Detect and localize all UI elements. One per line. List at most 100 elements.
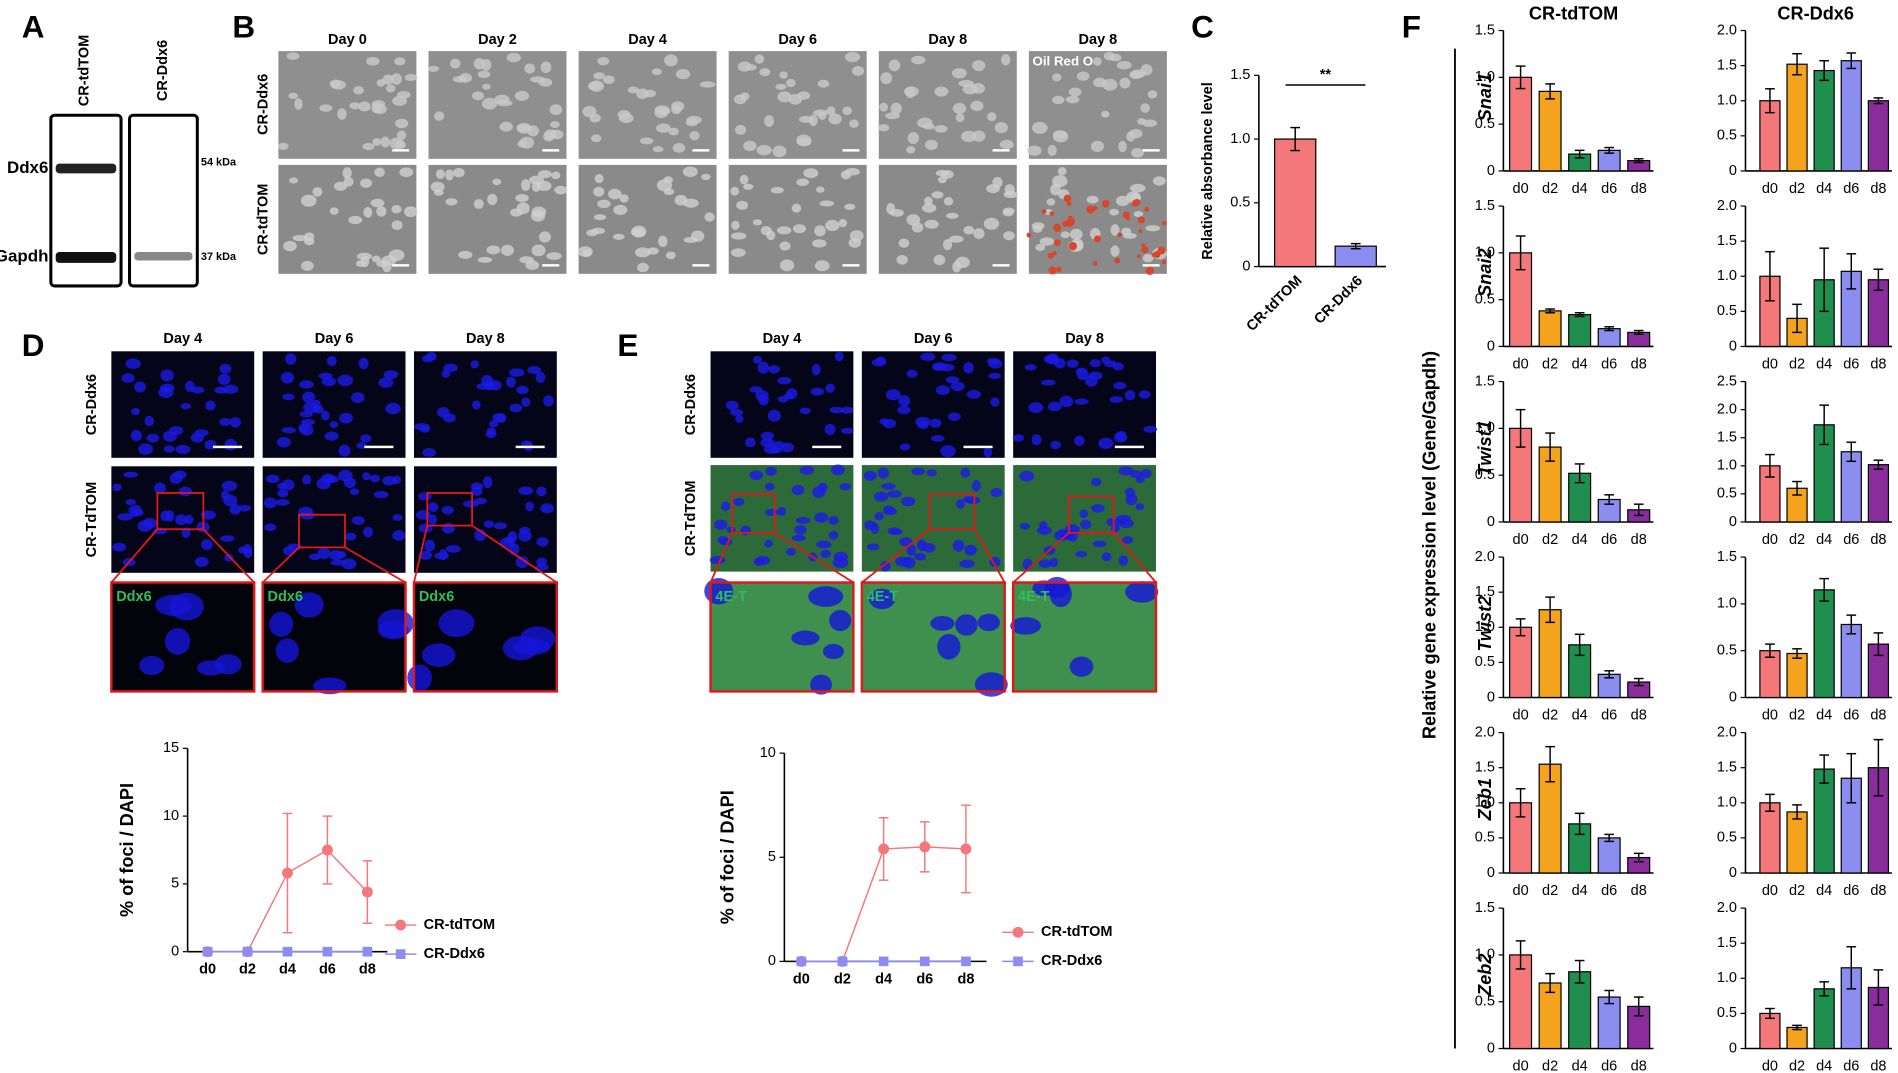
legend-marker bbox=[395, 919, 407, 931]
cell bbox=[898, 238, 910, 248]
cell bbox=[1079, 509, 1089, 519]
cell bbox=[509, 403, 523, 413]
x-tick-label: d0 bbox=[1513, 1059, 1529, 1073]
bar bbox=[1840, 623, 1862, 699]
x-tick-label: d2 bbox=[1542, 707, 1558, 723]
scale-bar bbox=[1142, 264, 1160, 267]
cell bbox=[1110, 224, 1120, 236]
y-tick-label: 1.0 bbox=[1475, 69, 1495, 85]
bar bbox=[1867, 100, 1890, 172]
cell bbox=[312, 405, 324, 414]
cell bbox=[971, 130, 986, 142]
cell bbox=[163, 445, 175, 453]
cell bbox=[1086, 195, 1099, 204]
cell bbox=[721, 501, 731, 512]
cell bbox=[898, 395, 911, 407]
y-tick-label: 15 bbox=[163, 740, 179, 756]
cell bbox=[758, 394, 769, 406]
legend-label: CR-Ddx6 bbox=[1041, 953, 1102, 969]
blot-band bbox=[134, 252, 193, 261]
cell bbox=[200, 510, 216, 520]
x-tick-label: d0 bbox=[1762, 1059, 1778, 1073]
cell bbox=[1125, 581, 1159, 603]
x-tick-label: CR-Ddx6 bbox=[1311, 273, 1366, 328]
cell bbox=[675, 69, 691, 80]
cell bbox=[1130, 148, 1144, 158]
cell bbox=[549, 104, 563, 116]
stain bbox=[1117, 232, 1122, 238]
y-tick-label: 0 bbox=[1487, 338, 1495, 354]
cell bbox=[112, 483, 122, 492]
micrograph bbox=[861, 465, 1005, 572]
x-tick-label: d4 bbox=[1572, 532, 1588, 548]
y-tick-label: 1.5 bbox=[1475, 373, 1495, 389]
cell bbox=[838, 219, 848, 228]
cell bbox=[647, 247, 659, 255]
cell bbox=[536, 180, 552, 191]
stain bbox=[1151, 252, 1156, 258]
cell bbox=[1074, 398, 1089, 405]
cell bbox=[920, 352, 936, 362]
cell bbox=[825, 219, 840, 232]
cell bbox=[1051, 95, 1065, 105]
cell bbox=[418, 492, 432, 501]
cell bbox=[811, 486, 826, 498]
y-tick-label: 0 bbox=[1729, 163, 1737, 179]
cell bbox=[590, 134, 602, 143]
cell bbox=[175, 514, 188, 526]
cell bbox=[441, 505, 454, 515]
zoom-label: Ddx6 bbox=[268, 589, 304, 605]
cell bbox=[961, 130, 977, 143]
cell bbox=[922, 203, 937, 213]
cell bbox=[597, 56, 610, 66]
cell bbox=[637, 262, 649, 273]
stain bbox=[1066, 201, 1072, 207]
cell bbox=[1066, 359, 1079, 368]
zoom-frame bbox=[1011, 581, 1158, 693]
cell bbox=[1118, 466, 1134, 476]
column-header: Day 2 bbox=[478, 32, 517, 48]
cell bbox=[777, 506, 787, 517]
y-tick-label: 2.0 bbox=[1475, 724, 1495, 740]
cell bbox=[627, 86, 640, 94]
cell bbox=[973, 228, 985, 239]
cell bbox=[550, 121, 560, 128]
y-tick-label: 0 bbox=[1729, 1040, 1737, 1056]
stain bbox=[1048, 266, 1057, 275]
cell bbox=[1019, 522, 1031, 530]
cell bbox=[877, 467, 890, 479]
y-tick-label: 0.5 bbox=[1475, 830, 1495, 846]
cell bbox=[1027, 145, 1042, 156]
micrograph bbox=[878, 51, 1017, 159]
cell bbox=[841, 406, 854, 414]
bar bbox=[1813, 69, 1835, 172]
bar bbox=[1867, 464, 1890, 523]
zoom-line bbox=[110, 528, 159, 584]
cell bbox=[538, 231, 552, 243]
marker bbox=[202, 946, 213, 957]
cell bbox=[302, 391, 316, 403]
cell bbox=[363, 206, 373, 218]
y-tick-label: 0 bbox=[1729, 338, 1737, 354]
blot-box bbox=[128, 113, 199, 288]
cell bbox=[372, 138, 382, 146]
stain bbox=[1161, 259, 1167, 265]
cell bbox=[356, 442, 367, 449]
cell bbox=[326, 355, 337, 367]
cell bbox=[1122, 536, 1134, 544]
panel-letter: C bbox=[1191, 10, 1214, 45]
cell bbox=[970, 100, 984, 112]
blot-box bbox=[49, 113, 123, 288]
marker bbox=[362, 946, 373, 957]
cell bbox=[266, 474, 280, 484]
cell bbox=[1116, 430, 1127, 441]
stain bbox=[1133, 198, 1141, 206]
cell bbox=[392, 530, 406, 541]
annotation: ** bbox=[1320, 67, 1332, 83]
cell bbox=[217, 373, 231, 385]
y-tick-label: 0 bbox=[1487, 514, 1495, 530]
cell bbox=[960, 467, 971, 478]
y-tick-label: 1.0 bbox=[1475, 420, 1495, 436]
zoom-label: 4E-T bbox=[1018, 589, 1050, 605]
cell bbox=[848, 237, 862, 248]
